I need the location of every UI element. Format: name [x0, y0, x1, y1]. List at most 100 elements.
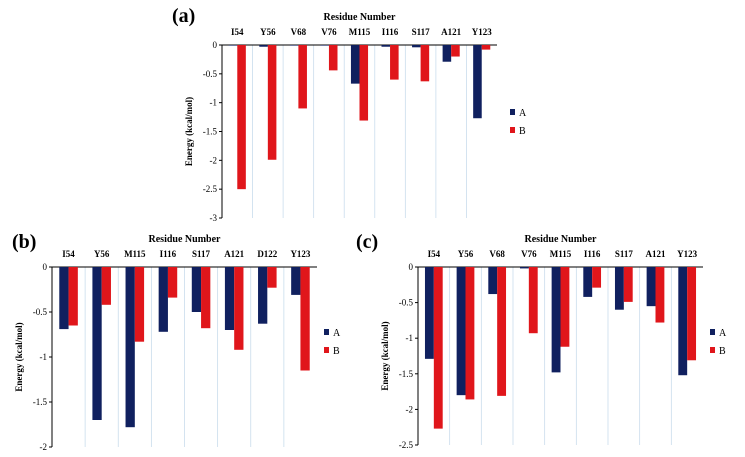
bar-series-A	[646, 267, 656, 307]
bar-series-A	[678, 267, 688, 376]
bar-series-B	[298, 45, 307, 109]
bar-series-B	[267, 267, 277, 288]
bar-series-B	[390, 45, 399, 80]
panel-label: (c)	[356, 231, 378, 253]
category-label: Y56	[458, 249, 474, 259]
legend-label: B	[519, 126, 526, 137]
panel-label: (a)	[172, 5, 195, 27]
bar-series-B	[623, 267, 633, 302]
bar-series-B	[234, 267, 244, 350]
bar-series-B	[267, 45, 277, 160]
y-tick-label: -1	[40, 352, 48, 362]
category-label: A121	[441, 27, 461, 37]
bar-series-A	[125, 267, 135, 428]
y-tick-label: -1.5	[399, 369, 414, 379]
bar-series-A	[191, 267, 202, 312]
bar-series-B	[328, 45, 338, 71]
y-tick-label: 0	[43, 262, 48, 272]
bar-series-A	[424, 267, 434, 359]
category-label: Y56	[260, 27, 276, 37]
bar-series-B	[101, 267, 111, 305]
bar-series-A	[412, 45, 421, 48]
y-tick-label: -2	[406, 404, 414, 414]
y-tick-label: 0	[409, 262, 414, 272]
category-label: M115	[550, 249, 572, 259]
y-tick-label: -2.5	[399, 440, 414, 450]
category-label: Y123	[290, 249, 310, 259]
bar-series-A	[158, 267, 168, 332]
panel-label: (b)	[12, 231, 36, 253]
legend-swatch	[710, 347, 715, 353]
bar-series-B	[237, 45, 246, 190]
legend-swatch	[510, 127, 515, 133]
bar-series-B	[134, 267, 145, 342]
category-label: Y123	[677, 249, 697, 259]
chart-title: Residue Number	[525, 234, 598, 245]
category-label: I54	[231, 27, 244, 37]
category-label: S117	[412, 27, 431, 37]
category-label: I116	[160, 249, 177, 259]
bar-series-A	[320, 45, 329, 46]
y-tick-label: -2	[210, 155, 218, 165]
category-label: S117	[192, 249, 211, 259]
bar-series-B	[592, 267, 602, 288]
chart-title: Residue Number	[149, 234, 222, 245]
category-label: M115	[349, 27, 371, 37]
category-label: M115	[124, 249, 146, 259]
bar-series-B	[420, 45, 430, 82]
chart-panel-0: (a) Residue Number 0 -0.5 -1 -1.5 -2 -2.5 -3 Ener…	[172, 5, 527, 223]
category-label: A121	[646, 249, 666, 259]
legend-label: B	[719, 346, 726, 357]
y-tick-label: -0.5	[203, 69, 218, 79]
category-label: Y123	[472, 27, 492, 37]
legend-swatch	[510, 109, 515, 115]
bar-series-A	[224, 267, 235, 330]
legend-swatch	[324, 329, 329, 335]
bar-series-A	[519, 267, 529, 269]
bar-series-B	[465, 267, 475, 400]
category-label: I54	[428, 249, 441, 259]
bar-series-A	[289, 45, 299, 46]
y-tick-label: -1.5	[203, 127, 218, 137]
legend-label: B	[333, 346, 340, 357]
category-label: V76	[321, 27, 337, 37]
y-tick-label: -3	[210, 213, 218, 223]
legend-label: A	[519, 108, 527, 119]
bar-series-A	[488, 267, 498, 295]
category-label: V68	[489, 249, 505, 259]
category-label: I116	[584, 249, 601, 259]
bar-series-A	[614, 267, 624, 310]
category-label: Y56	[94, 249, 110, 259]
chart-panel-1: (b) Residue Number 0 -0.5 -1 -1.5 -2 Energy (kc…	[12, 231, 341, 452]
bar-series-B	[433, 267, 443, 429]
y-tick-label: -2	[40, 442, 48, 452]
legend-swatch	[710, 329, 715, 335]
y-tick-label: -0.5	[399, 298, 414, 308]
y-tick-label: 0	[213, 40, 218, 50]
bar-series-B	[68, 267, 78, 326]
category-label: I116	[382, 27, 399, 37]
legend-label: A	[333, 328, 341, 339]
y-axis-label: Energy (kcal/mol)	[380, 321, 390, 390]
bar-series-A	[92, 267, 102, 420]
y-tick-label: -0.5	[33, 307, 48, 317]
bar-series-B	[497, 267, 507, 396]
bar-series-A	[473, 45, 482, 119]
chart-panel-2: (c) Residue Number 0 -0.5 -1 -1.5 -2 -2.5 Energy…	[356, 231, 727, 450]
bar-series-A	[291, 267, 301, 295]
bar-series-A	[59, 267, 69, 330]
bar-series-B	[481, 45, 491, 50]
category-label: V68	[291, 27, 307, 37]
y-axis-label: Energy (kcal/mol)	[184, 97, 194, 166]
bar-series-B	[300, 267, 310, 371]
bar-series-A	[350, 45, 360, 84]
y-tick-label: -1	[210, 98, 218, 108]
bar-series-A	[583, 267, 593, 297]
y-tick-label: -2.5	[203, 184, 218, 194]
category-label: S117	[615, 249, 634, 259]
legend-label: A	[719, 328, 727, 339]
category-label: V76	[521, 249, 537, 259]
legend-swatch	[324, 347, 329, 353]
y-tick-label: -1	[406, 333, 414, 343]
